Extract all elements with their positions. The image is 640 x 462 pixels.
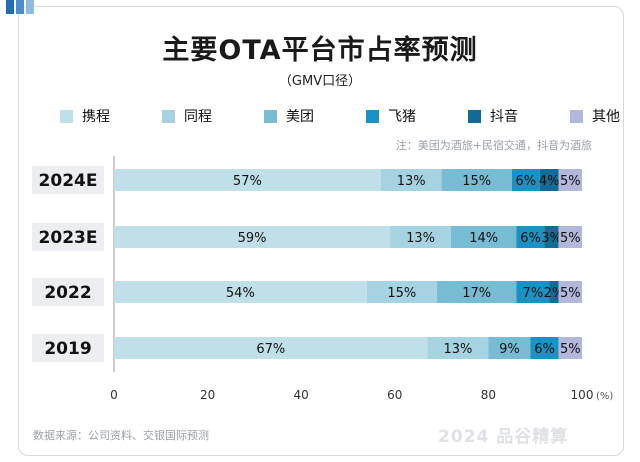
data-label: 13% (406, 231, 435, 246)
legend-swatch-tongcheng (162, 109, 175, 123)
legend-swatch-fliggy (366, 109, 379, 123)
bar-segment (450, 226, 517, 248)
bar-segment (558, 337, 582, 359)
bar-segment (114, 226, 391, 248)
data-label: 57% (233, 174, 262, 189)
data-label: 14% (469, 231, 498, 246)
category-label-box (32, 334, 104, 362)
bar-segment (436, 281, 517, 303)
bar-segment (558, 169, 582, 191)
category-label-box (32, 278, 104, 306)
category-label: 2019 (44, 339, 91, 359)
x-tick-label: 0 (110, 388, 118, 402)
data-label: 5% (560, 231, 581, 246)
bar-segment (544, 226, 559, 248)
data-label: 67% (256, 342, 285, 357)
legend-label-ctrip: 携程 (82, 109, 110, 125)
data-label: 13% (397, 174, 426, 189)
bar-segment (530, 337, 559, 359)
chart-title: 主要OTA平台市占率预测 (162, 35, 478, 66)
bar-segment (114, 337, 428, 359)
data-label: 15% (387, 286, 416, 301)
legend-item-douyin: 抖音 (468, 106, 518, 126)
legend-item-fliggy: 飞猪 (366, 106, 416, 126)
brand-mark-icon (6, 0, 34, 14)
legend-label-fliggy: 飞猪 (388, 109, 416, 125)
legend: 携程 同程 美团 飞猪 抖音 其他 (60, 104, 620, 128)
data-label: 6% (520, 231, 541, 246)
x-tick-label: 60 (387, 388, 402, 402)
legend-label-meituan: 美团 (286, 109, 314, 125)
category-label-box (32, 166, 104, 194)
bar-segment (539, 169, 559, 191)
legend-label-douyin: 抖音 (490, 109, 518, 125)
legend-item-tongcheng: 同程 (162, 106, 212, 126)
bar-segment (114, 169, 381, 191)
bar-segment (549, 281, 559, 303)
bar-segment (488, 337, 531, 359)
x-tick-label: 80 (481, 388, 496, 402)
bar-segment (516, 281, 550, 303)
data-label: 59% (238, 231, 267, 246)
data-label: 5% (560, 286, 581, 301)
data-label: 6% (516, 174, 537, 189)
data-label: 54% (226, 286, 255, 301)
data-label: 15% (462, 174, 491, 189)
bar-segment (427, 337, 489, 359)
chart-subtitle: （GMV口径） (278, 74, 362, 89)
data-label: 7% (523, 286, 544, 301)
data-label: 6% (534, 342, 555, 357)
bar-segment (558, 281, 582, 303)
chart-note: 注：美团为酒旅+民宿交通，抖音为酒旅 (395, 139, 592, 152)
watermark: 2024 品谷精算 (438, 427, 569, 447)
data-label: 5% (560, 342, 581, 357)
legend-label-others: 其他 (592, 109, 620, 125)
data-label: 5% (560, 174, 581, 189)
data-label: 17% (462, 286, 491, 301)
legend-swatch-meituan (264, 109, 277, 123)
category-label: 2023E (39, 228, 98, 248)
category-label: 2022 (44, 283, 91, 303)
data-label: 4% (539, 174, 560, 189)
category-label: 2024E (39, 171, 98, 191)
data-label: 9% (499, 342, 520, 357)
legend-item-ctrip: 携程 (60, 106, 110, 126)
x-tick-label: 100 (571, 388, 594, 402)
bar-segment (380, 169, 442, 191)
bar-segment (390, 226, 451, 248)
bar-segment (511, 169, 540, 191)
legend-item-meituan: 美团 (264, 106, 314, 126)
legend-swatch-ctrip (60, 109, 73, 123)
data-label: 3% (541, 231, 562, 246)
x-tick-label: 40 (294, 388, 309, 402)
bar-segment (366, 281, 437, 303)
data-source: 数据来源：公司资料、交银国际预测 (33, 429, 209, 442)
x-tick-label: 20 (200, 388, 215, 402)
legend-item-others: 其他 (570, 106, 620, 126)
bar-segment (558, 226, 582, 248)
legend-label-tongcheng: 同程 (184, 109, 212, 125)
legend-swatch-others (570, 109, 583, 123)
bar-segment (441, 169, 512, 191)
data-label: 13% (444, 342, 473, 357)
x-axis-unit: (%) (596, 391, 613, 402)
legend-swatch-douyin (468, 109, 481, 123)
bar-segment (516, 226, 545, 248)
bar-segment (114, 281, 367, 303)
category-label-box (32, 223, 104, 251)
